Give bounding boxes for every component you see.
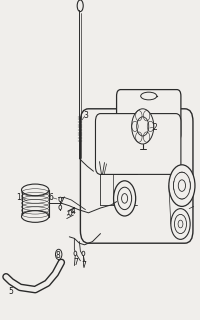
Text: 3: 3 <box>83 111 87 120</box>
FancyBboxPatch shape <box>116 90 180 141</box>
Text: 8: 8 <box>56 252 60 260</box>
Ellipse shape <box>21 211 49 222</box>
Text: 5: 5 <box>9 287 13 296</box>
Circle shape <box>170 209 189 239</box>
Circle shape <box>68 210 72 215</box>
Circle shape <box>174 214 186 234</box>
Circle shape <box>131 109 153 144</box>
Text: 7: 7 <box>73 258 77 267</box>
Circle shape <box>173 172 189 199</box>
Circle shape <box>74 251 76 256</box>
Circle shape <box>168 165 194 206</box>
Circle shape <box>113 181 135 216</box>
Text: 4: 4 <box>71 207 75 216</box>
FancyBboxPatch shape <box>80 109 192 243</box>
Ellipse shape <box>21 184 49 196</box>
Text: 2: 2 <box>152 123 157 132</box>
Text: 1: 1 <box>16 193 20 202</box>
Circle shape <box>59 197 61 202</box>
Circle shape <box>82 251 84 256</box>
Circle shape <box>59 205 61 210</box>
Text: 6: 6 <box>49 193 53 202</box>
FancyBboxPatch shape <box>95 114 180 174</box>
Text: 7: 7 <box>81 261 85 270</box>
Circle shape <box>55 249 62 260</box>
Ellipse shape <box>140 92 156 100</box>
